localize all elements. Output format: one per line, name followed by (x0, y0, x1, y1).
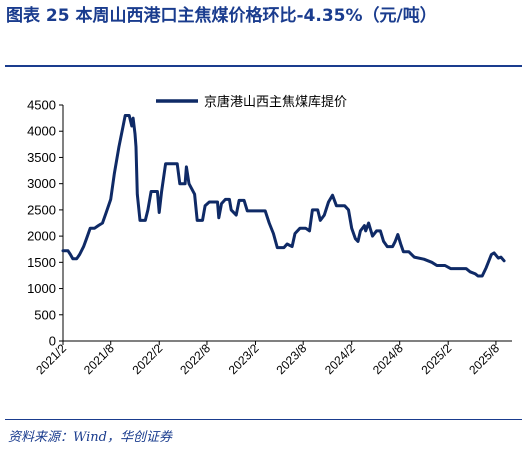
source-note: 资料来源：Wind，华创证券 (8, 430, 172, 445)
footer-rule (5, 419, 522, 420)
y-tick-label: 4000 (27, 124, 56, 139)
y-tick-label: 1000 (27, 281, 56, 296)
y-tick-label: 2500 (27, 202, 56, 217)
x-tick-label: 2025/2 (418, 341, 454, 377)
title-rule (5, 65, 522, 67)
y-axis-ticks: 0 500 1000 1500 2000 2500 3000 3500 4000 4500 (27, 98, 63, 349)
y-tick-label: 3000 (27, 176, 56, 191)
x-tick-label: 2023/8 (273, 341, 309, 377)
x-tick-label: 2023/2 (226, 341, 262, 377)
y-tick-label: 2000 (27, 229, 56, 244)
y-tick-label: 3500 (27, 150, 56, 165)
legend: 京唐港山西主焦煤库提价 (156, 94, 347, 110)
x-tick-label: 2024/8 (370, 341, 406, 377)
x-axis-ticks: 2021/2 2021/8 2022/2 2022/8 2023/2 2023/8 2024… (33, 341, 502, 377)
y-tick-label: 1500 (27, 255, 56, 270)
x-tick-label: 2022/8 (177, 341, 213, 377)
x-tick-label: 2021/8 (81, 341, 117, 377)
x-tick-label: 2024/2 (322, 341, 358, 377)
y-tick-label: 0 (49, 334, 56, 349)
x-tick-label: 2025/8 (466, 341, 502, 377)
series-line-0 (61, 114, 506, 278)
legend-label: 京唐港山西主焦煤库提价 (204, 94, 347, 110)
chart-title: 图表 25 本周山西港口主焦煤价格环比-4.35%（元/吨） (6, 6, 437, 26)
x-tick-label: 2022/2 (130, 341, 166, 377)
series-group (61, 114, 506, 278)
y-tick-label: 4500 (27, 98, 56, 113)
y-tick-label: 500 (34, 307, 56, 322)
chart-axes (62, 105, 512, 342)
